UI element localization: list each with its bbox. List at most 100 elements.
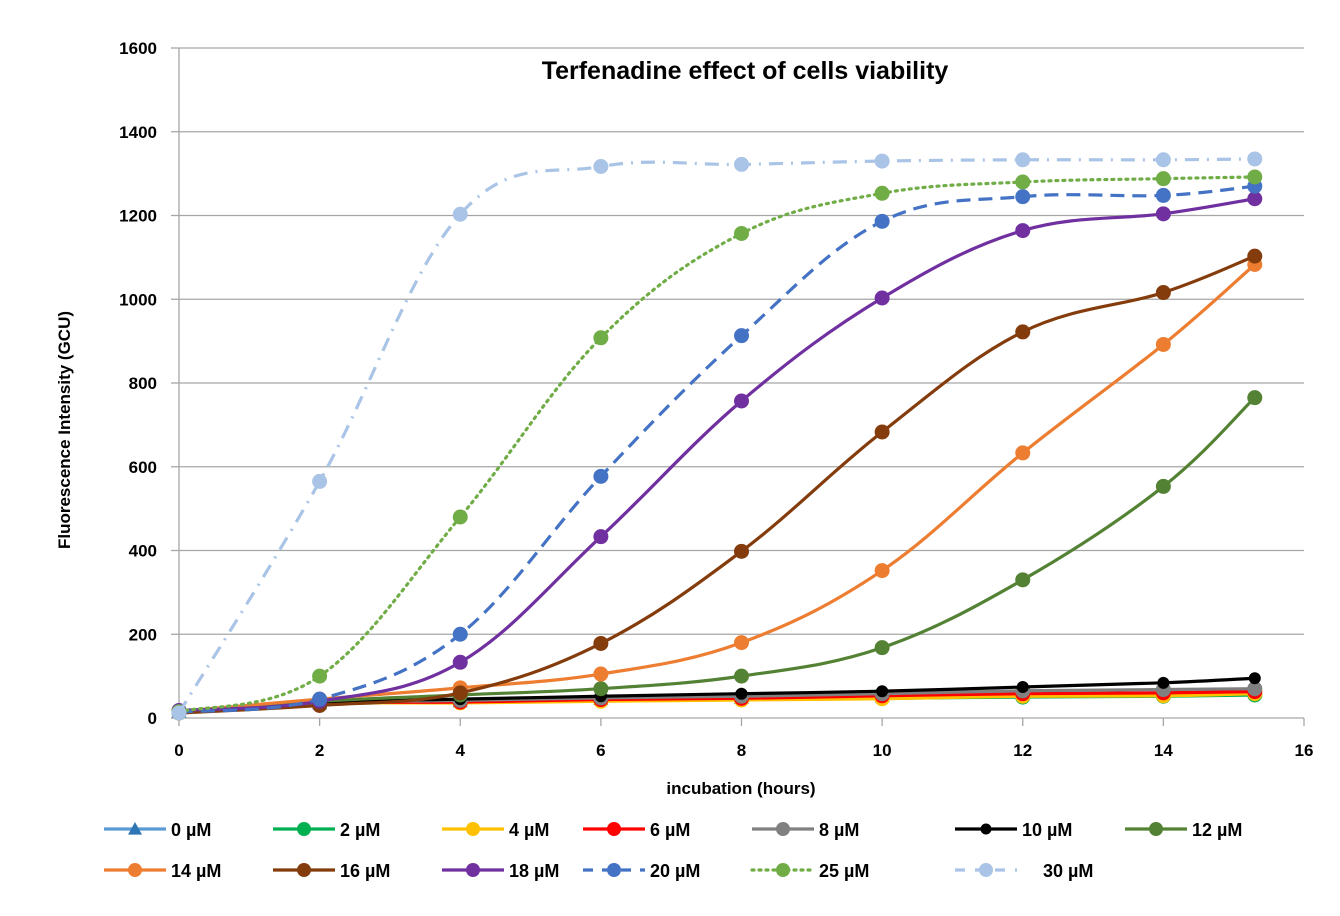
data-point (874, 185, 890, 201)
x-tick-label: 8 (737, 741, 746, 760)
legend-item: 16 µM (273, 861, 390, 881)
legend-label: 30 µM (1043, 861, 1093, 881)
legend-marker (466, 822, 480, 836)
data-point (312, 473, 328, 489)
chart-title: Terfenadine effect of cells viability (542, 57, 949, 85)
data-point (874, 640, 890, 656)
data-point (1247, 151, 1263, 167)
legend-item: 12 µM (1125, 820, 1242, 840)
data-point (452, 509, 468, 525)
data-point (452, 654, 468, 670)
legend-marker (297, 863, 311, 877)
data-point (734, 668, 749, 684)
legend-label: 10 µM (1022, 820, 1072, 840)
data-point (593, 330, 609, 346)
x-tick-label: 6 (596, 741, 605, 760)
legend-item: 14 µM (104, 861, 221, 881)
data-point (735, 687, 748, 700)
series-line (178, 184, 1255, 714)
data-point (734, 156, 749, 172)
data-point (874, 290, 890, 306)
legend: 0 µM 2 µM 4 µM 6 µM 8 µM 10 µM 12 µM 14 µM 16 µM… (104, 820, 1242, 881)
y-tick-label: 1000 (119, 290, 157, 309)
legend-label: 20 µM (650, 861, 700, 881)
data-point (171, 705, 187, 721)
data-point (593, 159, 609, 175)
data-point (1247, 191, 1263, 207)
legend-label: 0 µM (171, 820, 211, 840)
data-point (734, 328, 749, 344)
series-line (178, 263, 1256, 713)
y-tick-label: 1600 (119, 39, 157, 58)
data-point (1015, 189, 1031, 205)
data-point (1247, 248, 1263, 264)
legend-item: 10 µM (955, 820, 1072, 840)
legend-marker (297, 822, 311, 836)
y-tick-label: 600 (129, 458, 157, 477)
series-25-um (171, 169, 1263, 720)
legend-item: 4 µM (442, 820, 549, 840)
data-point (1155, 336, 1171, 352)
data-point (1247, 681, 1263, 697)
y-tick-label: 0 (148, 709, 157, 728)
y-axis-title: Fluorescence Intensity (GCU) (55, 311, 74, 549)
data-point (1155, 285, 1171, 301)
data-point (876, 685, 889, 698)
x-tick-label: 0 (174, 741, 183, 760)
legend-label: 6 µM (650, 820, 690, 840)
data-point (874, 153, 890, 169)
data-point (452, 626, 468, 642)
series-line (178, 396, 1256, 714)
data-point (1015, 152, 1031, 168)
legend-marker (1149, 822, 1163, 836)
y-tick-label: 200 (129, 625, 157, 644)
legend-label: 18 µM (509, 861, 559, 881)
series-30-um (171, 151, 1263, 721)
axes: 0 200 400 600 800 1000 1200 1400 1600 0 2 4 6 8 10 12 14… (119, 39, 1313, 760)
legend-item: 0 µM (104, 820, 211, 840)
data-point (593, 666, 609, 682)
legend-label: 25 µM (819, 861, 869, 881)
series-12-um (171, 390, 1263, 720)
data-point (1155, 152, 1171, 168)
data-point (1015, 174, 1031, 190)
x-tick-label: 16 (1295, 741, 1314, 760)
data-point (1015, 324, 1031, 340)
legend-marker (980, 823, 992, 835)
data-point (734, 635, 749, 651)
data-point (1015, 445, 1031, 461)
data-point (1016, 681, 1029, 694)
y-tick-label: 1400 (119, 123, 157, 142)
legend-item: 6 µM (583, 820, 690, 840)
data-point (874, 563, 890, 579)
data-point (1155, 206, 1171, 222)
data-point (1248, 672, 1261, 685)
legend-marker (128, 822, 142, 835)
legend-item: 25 µM (750, 861, 869, 881)
y-tick-label: 800 (129, 374, 157, 393)
data-point (1157, 676, 1170, 689)
legend-marker (607, 822, 621, 836)
data-point (1015, 223, 1031, 239)
x-tick-label: 12 (1013, 741, 1032, 760)
legend-marker (979, 863, 993, 877)
x-tick-label: 14 (1154, 741, 1173, 760)
legend-marker (466, 863, 480, 877)
series-line (177, 175, 1257, 714)
legend-label: 8 µM (819, 820, 859, 840)
legend-item: 18 µM (442, 861, 559, 881)
data-point (1015, 572, 1031, 588)
legend-item: 30 µM (955, 861, 1093, 881)
legend-marker (776, 863, 790, 877)
legend-item: 8 µM (752, 820, 859, 840)
data-point (593, 635, 609, 651)
data-point (1247, 169, 1263, 185)
x-tick-label: 2 (315, 741, 324, 760)
data-point (312, 668, 328, 684)
legend-item: 2 µM (273, 820, 380, 840)
series-line (178, 254, 1256, 715)
legend-marker (776, 822, 790, 836)
data-point (734, 393, 749, 409)
series-line (177, 157, 1255, 714)
series-18-um (171, 191, 1263, 718)
